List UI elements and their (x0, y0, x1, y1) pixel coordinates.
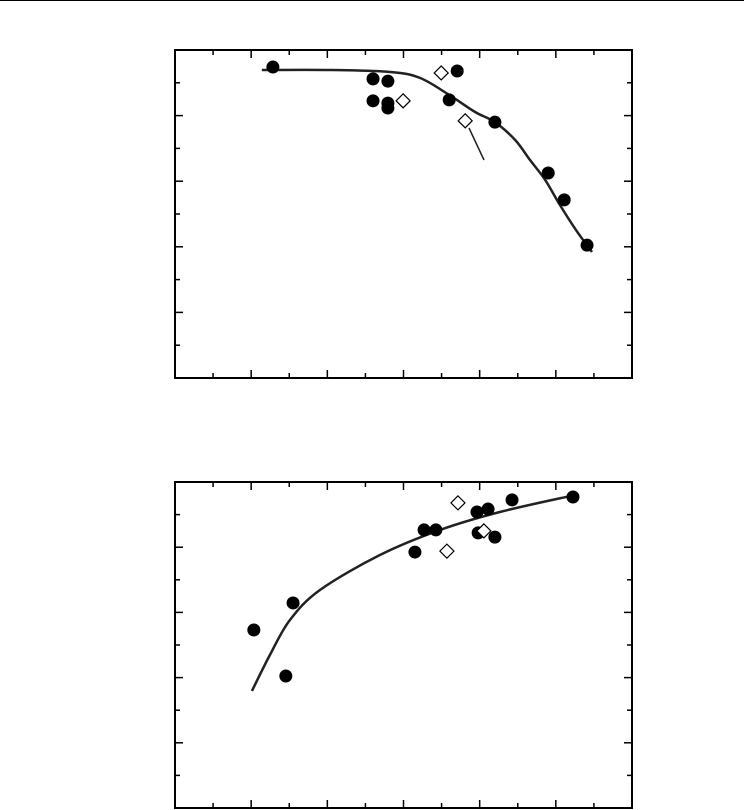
data-point (366, 94, 380, 108)
open-diamond-point (395, 92, 411, 109)
data-point (279, 669, 293, 683)
data-point (247, 623, 261, 637)
data-point (381, 101, 395, 115)
data-point (505, 493, 519, 507)
data-point (381, 74, 395, 88)
data-point (541, 166, 555, 180)
data-point (488, 530, 502, 544)
data-point (481, 502, 495, 516)
data-point (408, 545, 422, 559)
open-diamond-point (450, 495, 466, 511)
open-diamond-point (439, 543, 455, 559)
annotation-pointer (468, 127, 485, 161)
data-point (488, 115, 502, 129)
fit-curve (261, 68, 594, 253)
open-diamond-point (457, 112, 474, 129)
data-point (580, 238, 594, 252)
fit-curve (250, 493, 576, 692)
plot-frame (174, 481, 633, 809)
data-point (417, 523, 431, 537)
data-point (366, 72, 380, 86)
data-point (450, 64, 464, 78)
data-point (429, 523, 443, 537)
open-diamond-point (433, 65, 450, 81)
data-point (442, 93, 456, 107)
data-point (557, 193, 571, 207)
data-point (566, 490, 580, 504)
data-point (286, 596, 300, 610)
open-diamond-point (476, 523, 492, 539)
data-point (266, 60, 280, 74)
data-point (470, 505, 484, 519)
